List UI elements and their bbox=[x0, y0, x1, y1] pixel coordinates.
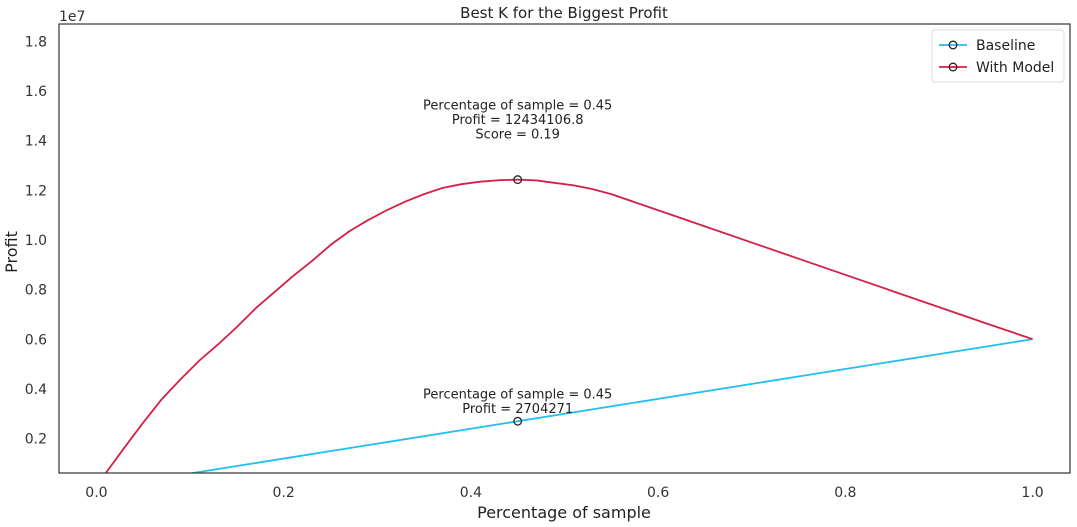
x-tick-label: 1.0 bbox=[1021, 485, 1043, 501]
legend-box bbox=[931, 29, 1065, 83]
annotation-text: Score = 0.19 bbox=[475, 128, 560, 143]
y-tick-label: 0.6 bbox=[25, 332, 47, 348]
y-tick-label: 1.0 bbox=[25, 233, 47, 249]
x-tick-label: 0.0 bbox=[85, 485, 107, 501]
annotation-text: Profit = 12434106.8 bbox=[452, 113, 584, 128]
y-tick-label: 1.4 bbox=[25, 134, 47, 150]
y-tick-label: 1.2 bbox=[25, 183, 47, 199]
y-tick-label: 0.4 bbox=[25, 382, 47, 398]
annotation-text: Profit = 2704271 bbox=[462, 402, 573, 417]
plot-frame bbox=[58, 23, 1071, 474]
legend-entry-label: With Model bbox=[976, 60, 1054, 76]
annotation-text: Percentage of sample = 0.45 bbox=[423, 99, 612, 114]
legend-swatch-marker bbox=[948, 40, 958, 50]
x-tick-label: 0.4 bbox=[460, 485, 482, 501]
y-axis-multiplier: 1e7 bbox=[59, 9, 85, 25]
y-tick-label: 1.8 bbox=[25, 34, 47, 50]
x-axis-label: Percentage of sample bbox=[477, 503, 651, 522]
y-tick-label: 1.6 bbox=[25, 84, 47, 100]
chart-title: Best K for the Biggest Profit bbox=[460, 4, 668, 22]
legend-entry-label: Baseline bbox=[976, 38, 1035, 54]
series-line-baseline bbox=[187, 338, 1033, 473]
plot-lines bbox=[105, 178, 1033, 473]
x-axis-ticks: 0.0 0.2 0.4 0.6 0.8 1.0 bbox=[85, 485, 1043, 501]
legend-swatch-marker bbox=[948, 62, 958, 72]
y-tick-label: 0.8 bbox=[25, 283, 47, 299]
legend: Baseline With Model bbox=[931, 29, 1065, 83]
series-line-with-model bbox=[105, 178, 1033, 473]
annotation-marker bbox=[513, 175, 523, 185]
annotation-text: Percentage of sample = 0.45 bbox=[423, 388, 612, 403]
x-tick-label: 0.6 bbox=[647, 485, 669, 501]
y-tick-label: 0.2 bbox=[25, 432, 47, 448]
x-tick-label: 0.8 bbox=[834, 485, 856, 501]
annotation-marker bbox=[513, 416, 523, 426]
y-axis-label: Profit bbox=[2, 231, 21, 273]
y-axis-ticks: 0.2 0.4 0.6 0.8 1.0 1.2 1.4 1.6 1.8 bbox=[25, 34, 47, 447]
x-tick-label: 0.2 bbox=[273, 485, 295, 501]
